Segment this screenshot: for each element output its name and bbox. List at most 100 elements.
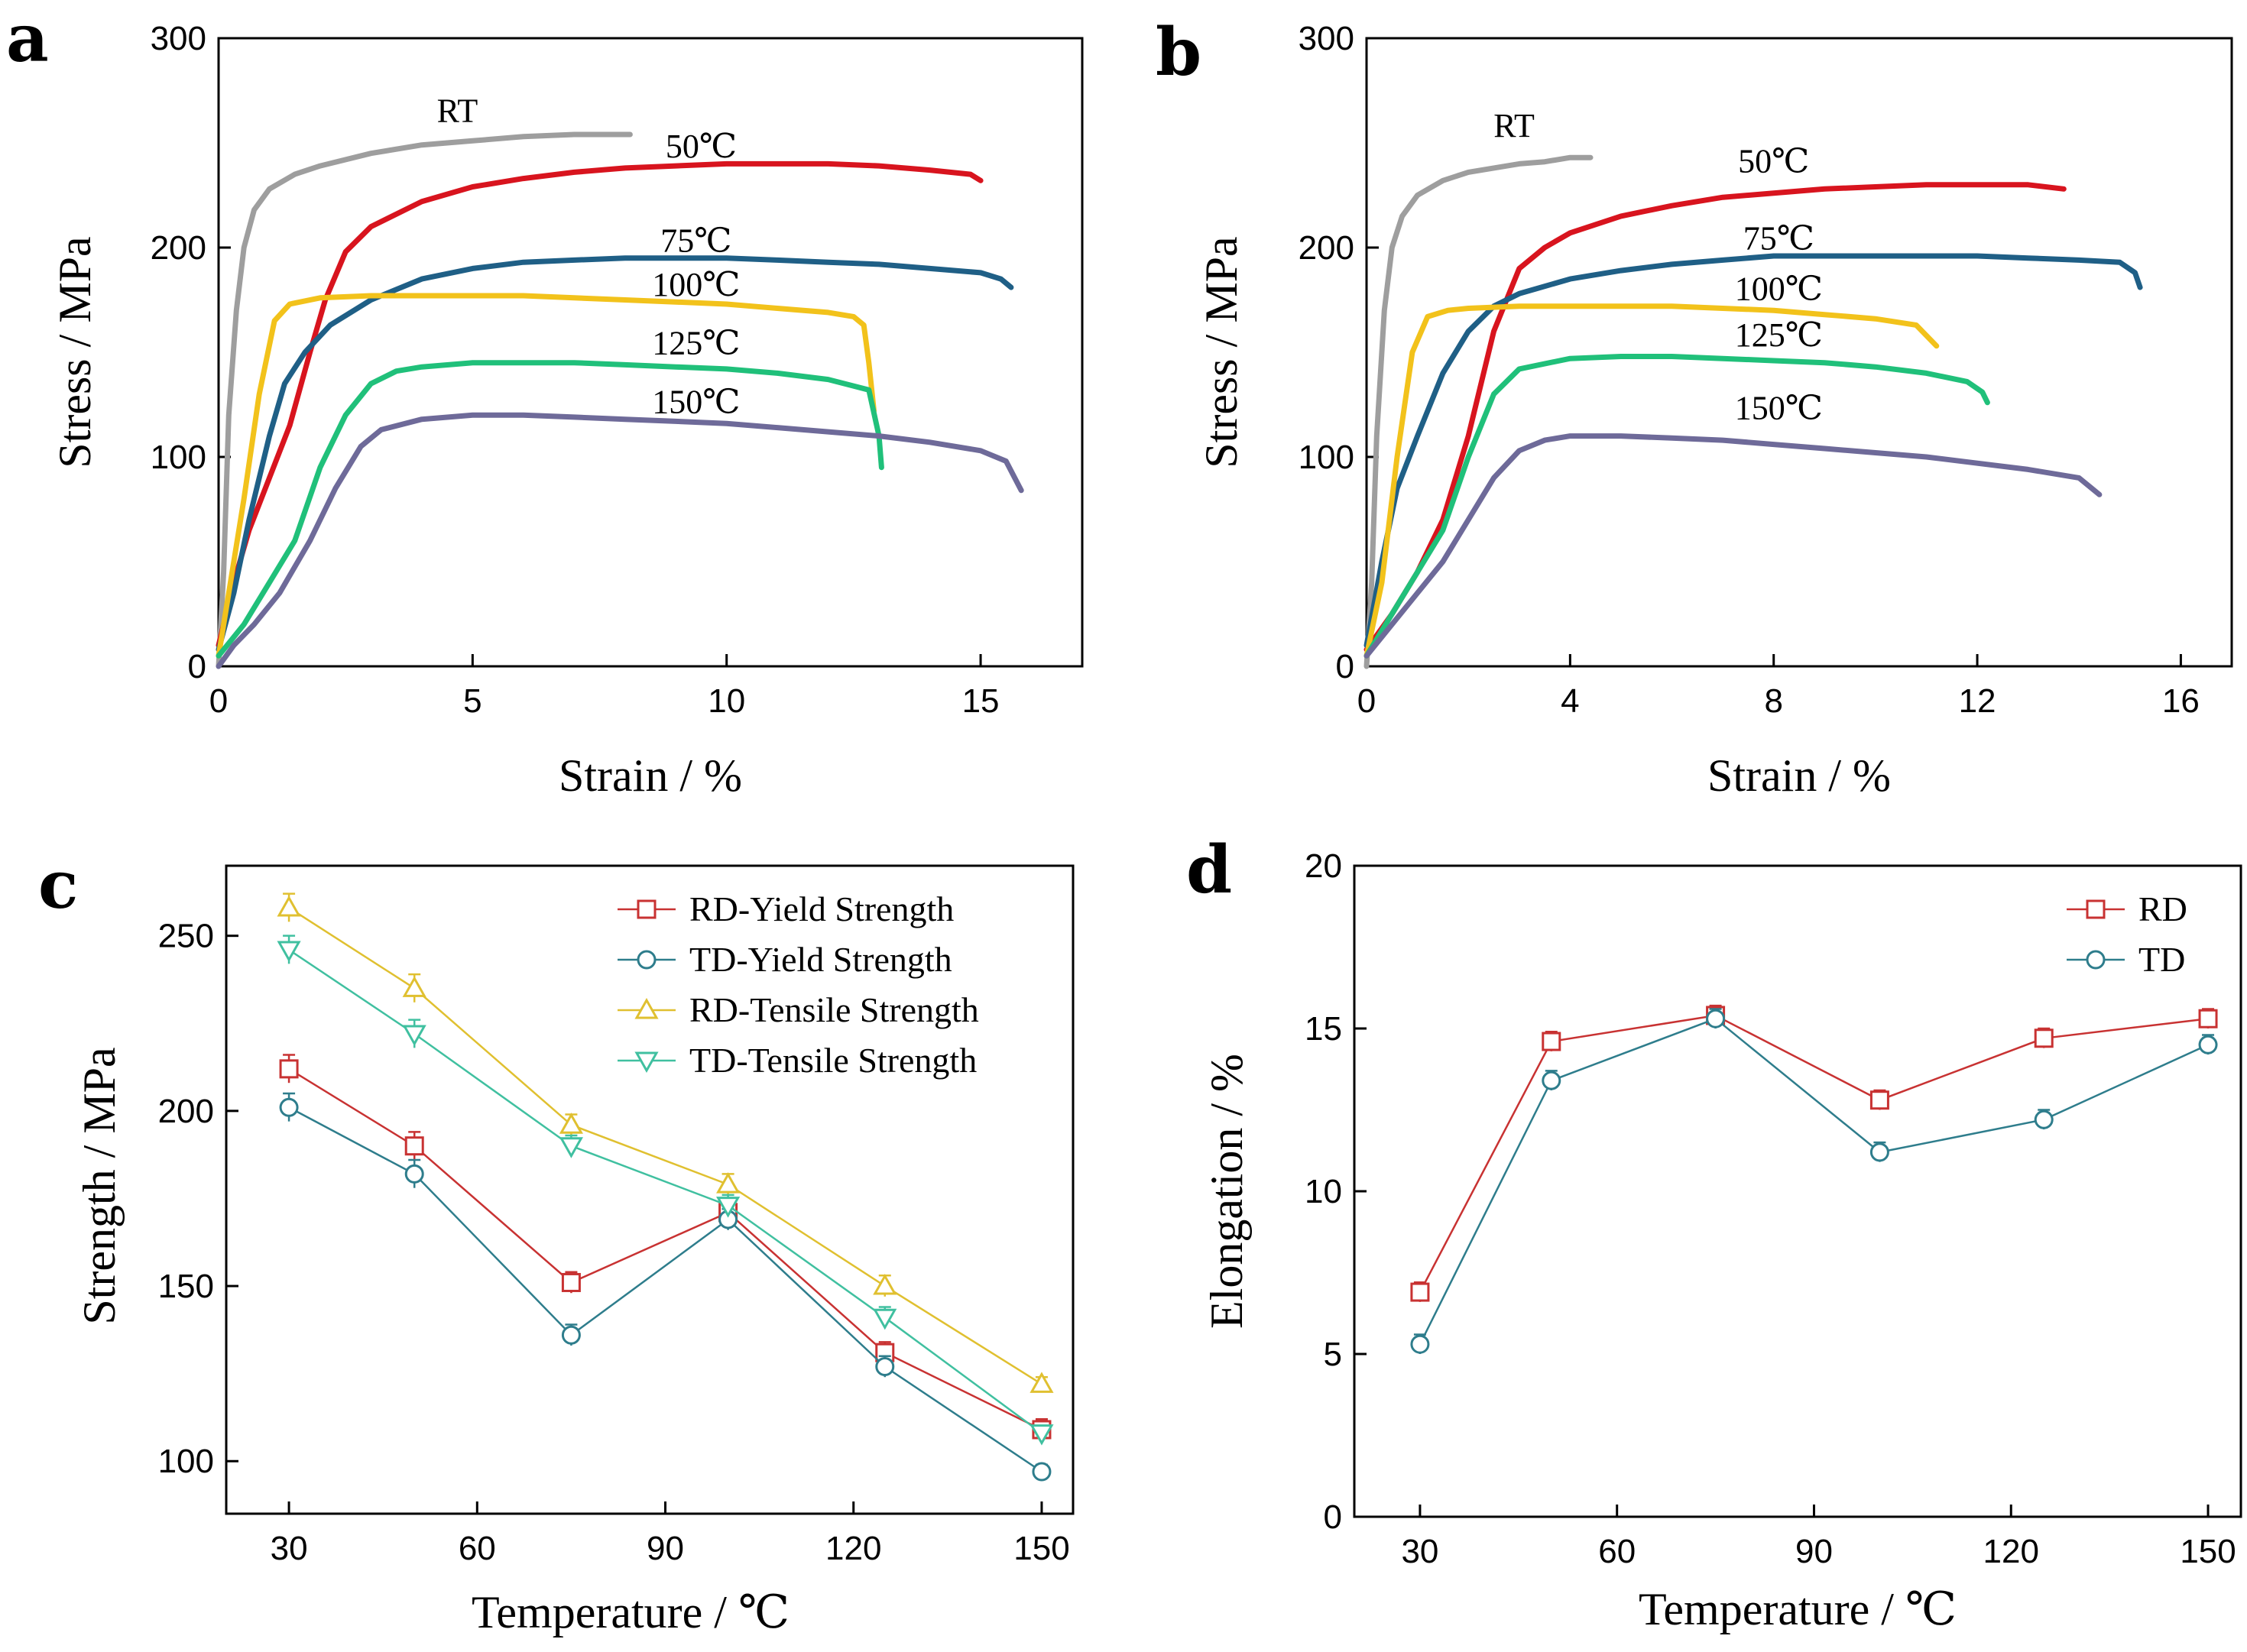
legend-marker-c-2 (634, 997, 659, 1019)
panel-letter-d: d (1186, 831, 1232, 909)
data-point-d-1-5 (2198, 1035, 2218, 1054)
data-point-d-1-0 (1410, 1334, 1430, 1354)
data-point-c-3-0 (277, 941, 301, 963)
data-point-d-1-2 (1706, 1009, 1726, 1028)
curve-b-4 (1363, 354, 1990, 659)
curve-label-a-4: 125℃ (652, 325, 740, 362)
data-point-c-3-5 (1029, 1424, 1054, 1446)
curve-a-4 (216, 360, 884, 659)
x-tick-label-c: 60 (459, 1530, 496, 1567)
panel-letter-c: c (38, 847, 78, 924)
y-axis-title-b: Stress / MPa (1196, 236, 1247, 468)
y-tick-label-d: 15 (1305, 1010, 1342, 1048)
plot-area-c (277, 892, 1054, 1482)
chart-panel-a: 0 5 10 15 0 100 200 300 RT 50℃ 75℃ 100℃ 125℃ 150℃ St… (50, 20, 1084, 801)
plot-area-b: RT 50℃ 75℃ 100℃ 125℃ 150℃ (1363, 107, 2143, 669)
y-axis-title-d: Elongation / % (1201, 1054, 1252, 1329)
data-point-c-2-2 (559, 1113, 583, 1134)
data-point-d-0-1 (1542, 1032, 1561, 1051)
legend-label-c-2: RD-Tensile Strength (689, 990, 979, 1029)
curve-label-a-3: 100℃ (652, 266, 740, 303)
series-line-d-1 (1419, 1017, 2209, 1345)
curve-label-b-0: RT (1493, 107, 1535, 144)
y-tick-label-c: 200 (158, 1093, 214, 1130)
panel-letter-a: a (6, 0, 49, 77)
data-point-d-1-4 (2034, 1109, 2054, 1129)
plot-frame-b (1365, 37, 2233, 668)
y-tick-label-d: 20 (1305, 847, 1342, 885)
curve-a-2 (216, 255, 1014, 653)
y-tick-label-b: 300 (1299, 20, 1354, 57)
x-tick-label-d: 120 (1983, 1533, 2039, 1570)
chart-panel-b: 0 4 8 12 16 0 100 200 300 RT 50℃ 75℃ 100℃ 125℃ 150℃ S… (1196, 20, 2233, 801)
x-tick-label-d: 90 (1795, 1533, 1833, 1570)
data-point-c-0-2 (561, 1272, 581, 1292)
legend-c: RD-Yield Strength TD-Yield Strength RD-Ten… (618, 889, 979, 1080)
data-point-c-2-1 (402, 976, 426, 997)
x-tick-label-b: 4 (1561, 682, 1579, 720)
y-tick-label-b: 200 (1299, 229, 1354, 267)
x-tick-label-d: 60 (1598, 1533, 1636, 1570)
series-line-c-0 (288, 1067, 1042, 1431)
curve-label-b-5: 150℃ (1735, 390, 1823, 427)
curve-label-b-2: 75℃ (1743, 220, 1814, 258)
x-tick-label-a: 10 (708, 682, 745, 720)
series-line-c-2 (288, 906, 1042, 1385)
data-point-c-2-0 (277, 895, 301, 917)
curve-b-2 (1363, 253, 2143, 649)
y-axis-title-c: Strength / MPa (74, 1047, 125, 1324)
data-point-c-1-4 (875, 1356, 895, 1376)
x-tick-label-a: 5 (463, 682, 481, 720)
y-tick-label-d: 0 (1324, 1498, 1342, 1536)
series-line-c-3 (288, 948, 1042, 1434)
panel-letter-b: b (1156, 14, 1201, 91)
curve-label-b-1: 50℃ (1738, 142, 1809, 180)
data-point-c-3-4 (873, 1308, 897, 1330)
legend-marker-d-1 (2086, 950, 2106, 970)
curve-b-5 (1363, 433, 2103, 659)
data-point-d-0-5 (2198, 1009, 2218, 1028)
legend-marker-c-1 (637, 950, 657, 970)
x-axis-title-d: Temperature / ℃ (1639, 1584, 1957, 1634)
data-point-c-1-1 (404, 1164, 424, 1184)
legend-label-d-1: TD (2138, 940, 2185, 979)
legend-marker-d-0 (2086, 899, 2106, 919)
y-tick-label-c: 150 (158, 1268, 214, 1305)
x-tick-label-b: 0 (1357, 682, 1376, 720)
x-tick-label-a: 0 (209, 682, 228, 720)
curve-b-1 (1363, 182, 2067, 653)
data-point-c-2-5 (1029, 1372, 1054, 1393)
data-point-d-0-0 (1410, 1282, 1430, 1302)
legend-label-c-1: TD-Yield Strength (689, 940, 952, 979)
data-point-c-1-0 (279, 1097, 299, 1117)
y-tick-label-b: 0 (1336, 648, 1354, 685)
series-line-c-1 (288, 1106, 1042, 1473)
x-tick-label-b: 12 (1959, 682, 1996, 720)
data-point-d-0-4 (2034, 1028, 2054, 1048)
curve-a-1 (216, 160, 984, 649)
curve-label-a-0: RT (437, 92, 478, 130)
x-tick-label-a: 15 (962, 682, 1000, 720)
curve-label-a-2: 75℃ (660, 222, 731, 259)
y-tick-label-a: 100 (151, 439, 206, 476)
data-point-d-1-1 (1542, 1071, 1561, 1090)
x-tick-label-b: 16 (2162, 682, 2200, 720)
curve-a-3 (216, 293, 877, 659)
x-axis-title-c: Temperature / ℃ (472, 1587, 790, 1637)
x-tick-label-b: 8 (1764, 682, 1782, 720)
curve-a-0 (216, 131, 633, 669)
data-point-d-1-3 (1869, 1142, 1889, 1162)
curve-label-b-3: 100℃ (1735, 270, 1823, 308)
y-tick-label-c: 250 (158, 918, 214, 955)
axis-ticks-a: 0 5 10 15 0 100 200 300 (151, 20, 1000, 720)
x-tick-label-c: 120 (825, 1530, 881, 1567)
data-point-c-0-0 (279, 1059, 299, 1079)
x-axis-title-b: Strain / % (1707, 750, 1891, 801)
data-point-d-0-3 (1869, 1090, 1889, 1110)
curve-b-3 (1363, 303, 1940, 659)
curve-a-5 (216, 412, 1024, 669)
axis-ticks-b: 0 4 8 12 16 0 100 200 300 (1299, 20, 2200, 720)
axis-ticks-d: 30 60 90 120 150 0 5 10 15 20 (1305, 847, 2236, 1570)
curve-label-a-1: 50℃ (666, 128, 737, 165)
